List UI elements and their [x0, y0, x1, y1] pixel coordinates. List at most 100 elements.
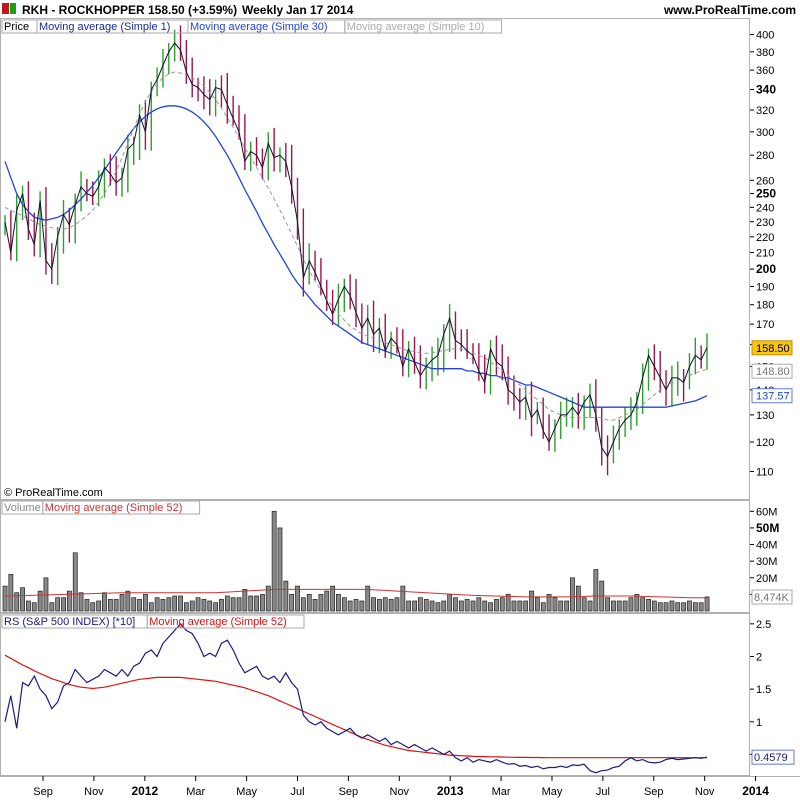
volume-bar	[113, 599, 119, 612]
volume-bar	[213, 602, 219, 612]
ma30-tag-box	[751, 388, 793, 404]
last-price-tag-box	[751, 340, 793, 356]
ma10-tag: 148.80	[756, 366, 790, 378]
volume-bar	[388, 599, 394, 612]
volume-bar	[201, 599, 207, 612]
price-legend-2: Moving average (Simple 30)	[190, 21, 328, 33]
time-tick-label: Jul	[596, 786, 610, 798]
time-axis: Sep Nov 2012 Mar May Jul Sep Nov 2013 Mar May Jul Se…	[33, 776, 769, 798]
period-label: Weekly	[242, 3, 283, 17]
symbol-title: RKH - ROCKHOPPER	[22, 3, 145, 17]
volume-bar	[131, 597, 137, 612]
volume-bar	[312, 599, 318, 612]
volume-bar	[107, 599, 113, 612]
volume-bar	[318, 594, 324, 612]
volume-bar	[300, 597, 306, 612]
volume-bar	[26, 600, 31, 612]
volume-bar	[295, 585, 300, 612]
rs-tick-label: 1	[756, 717, 762, 729]
volume-bar	[166, 597, 172, 612]
price-legend-3: Moving average (Simple 10)	[347, 21, 485, 33]
volume-bar	[260, 594, 265, 612]
ma10-tag-box	[751, 363, 793, 379]
volume-bar	[365, 585, 371, 612]
time-tick-label: Nov	[84, 786, 104, 798]
price-tick-label: 260	[756, 175, 774, 187]
volume-last-box	[751, 589, 793, 605]
volume-bar	[687, 600, 692, 612]
volume-bar	[488, 602, 493, 612]
price-tick-label: 320	[756, 105, 774, 117]
volume-bar	[289, 594, 295, 612]
site-link[interactable]: www.ProRealTime.com	[663, 3, 796, 17]
volume-bar	[482, 600, 488, 612]
volume-bar	[605, 597, 610, 612]
volume-bar	[324, 590, 330, 612]
app-logo-icon-2	[10, 3, 16, 14]
rs-last-tag: 0.4579	[754, 752, 788, 764]
volume-bar	[412, 600, 417, 612]
volume-bar	[464, 599, 470, 612]
volume-bar	[248, 595, 254, 612]
volume-bar	[78, 592, 84, 612]
price-legend-0: Price	[4, 21, 29, 33]
price-tick-label: 220	[756, 232, 774, 244]
volume-bar	[523, 600, 529, 612]
volume-bar	[423, 599, 429, 612]
volume-bar	[634, 594, 640, 612]
volume-bar	[429, 600, 435, 612]
volume-bar	[236, 597, 242, 612]
volume-bar	[616, 600, 622, 612]
volume-bar	[505, 594, 511, 612]
price-tick-label: 360	[756, 65, 774, 77]
time-tick-label: 2012	[131, 784, 158, 798]
time-tick-label: 2014	[742, 784, 769, 798]
volume-bar	[84, 599, 90, 612]
volume-bar	[283, 580, 289, 612]
volume-last-tag: 8,474K	[754, 592, 790, 604]
time-tick-label: 2013	[437, 784, 464, 798]
volume-bar	[224, 595, 230, 612]
volume-bar	[102, 592, 107, 612]
volume-bar	[441, 600, 447, 612]
rs-panel-frame	[0, 613, 750, 776]
volume-bar	[125, 590, 131, 612]
rs-legend-0: RS (S&P 500 INDEX) [*10]	[4, 616, 135, 628]
app-logo-icon	[2, 3, 9, 14]
volume-panel[interactable]: 10M20M30M40M50M60M8,474K	[2, 506, 793, 612]
volume-bar	[277, 527, 283, 612]
volume-bar	[172, 595, 178, 612]
rs-panel[interactable]: 0.511.522.50.4579	[4, 619, 795, 774]
price-tick-label: 200	[756, 262, 776, 276]
price-tick-label: 380	[756, 47, 774, 59]
volume-bar	[207, 600, 213, 612]
legends: Price Moving average (Simple 1) Moving ave…	[1, 19, 503, 629]
volume-bar	[90, 602, 96, 612]
price-tick-label: 250	[756, 187, 776, 201]
volume-bar	[611, 600, 616, 612]
volume-bar	[8, 574, 14, 612]
date-label: Jan 17 2014	[286, 3, 354, 17]
volume-bar	[330, 585, 336, 612]
price-legend-box-3	[344, 19, 503, 34]
volume-bar	[265, 585, 271, 612]
volume-bar	[359, 600, 365, 612]
price-legend-1: Moving average (Simple 1)	[39, 21, 170, 33]
volume-bar	[681, 602, 687, 612]
last-price-tag: 158.50	[756, 343, 790, 355]
volume-bar	[37, 590, 43, 612]
volume-bar	[646, 599, 651, 612]
volume-tick-label: 20M	[756, 573, 777, 585]
volume-bar	[657, 602, 663, 612]
volume-bar	[347, 600, 353, 612]
volume-bar	[2, 585, 8, 612]
price-tick-label: 190	[756, 281, 774, 293]
price-panel[interactable]: 1101201301401501601701801902002102202302…	[4, 25, 793, 478]
volume-bar	[230, 597, 236, 612]
price-tick-label: 170	[756, 319, 774, 331]
ma1-line	[4, 42, 708, 458]
volume-bar	[394, 597, 400, 612]
volume-bar	[254, 595, 259, 612]
